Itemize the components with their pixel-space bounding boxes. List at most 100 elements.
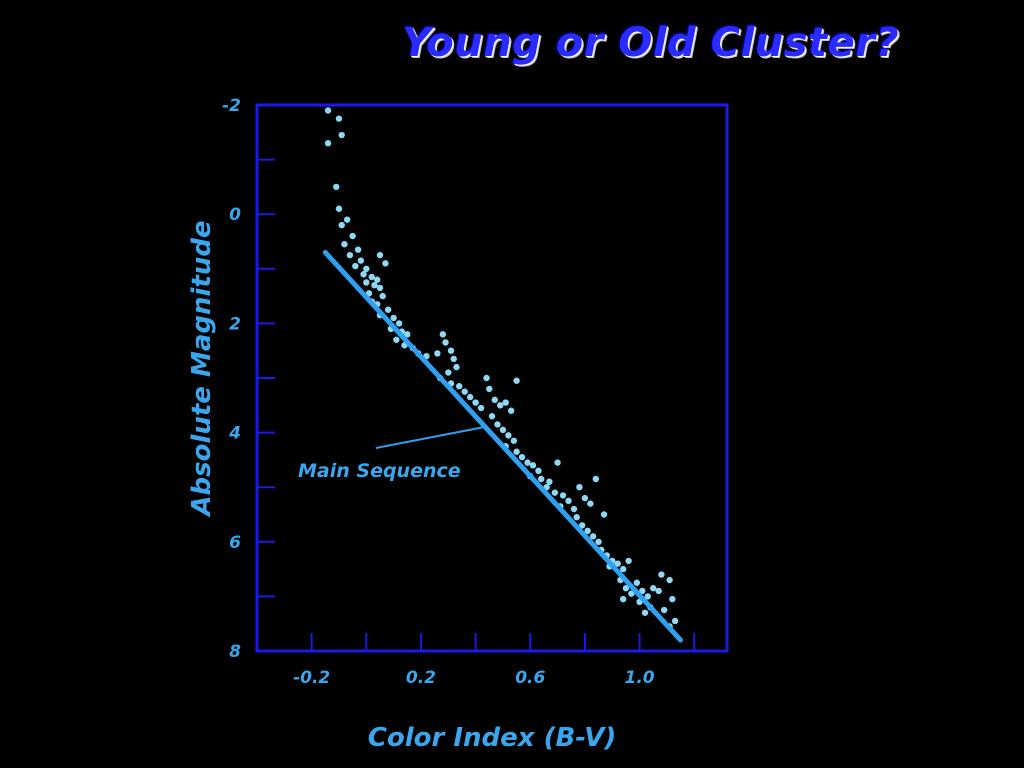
y-tick-label: 6 [229,533,241,553]
data-point [461,388,468,395]
data-point [335,115,343,122]
data-point [379,292,386,300]
data-point [502,399,509,406]
data-point [368,273,375,281]
data-point [644,593,651,600]
data-point [333,183,340,191]
data-point [669,595,676,603]
data-point [335,205,343,212]
data-point [363,265,370,272]
data-point [382,260,389,267]
data-point [573,514,580,521]
data-point [456,382,463,390]
data-point [633,579,641,586]
data-point [551,489,559,496]
data-point [578,522,586,529]
data-point [565,497,572,505]
data-point [660,606,668,614]
data-point [341,241,348,248]
data-point [619,565,627,573]
y-tick-label: 4 [228,424,241,444]
data-point [650,585,657,592]
data-point [374,276,381,283]
data-point [554,459,561,466]
data-point [491,396,498,404]
x-tick-label: 1.0 [624,668,654,688]
data-point [524,459,531,466]
data-point [529,462,537,469]
chart-title: Young or Old Cluster? [402,20,900,66]
main-sequence-layer [322,249,684,643]
main-sequence-leader-line [375,425,486,449]
data-point [352,262,359,270]
data-point [343,216,351,223]
y-tick-label: 2 [229,314,241,334]
data-point [338,131,345,139]
data-point [614,560,621,567]
x-tick-label: -0.2 [293,668,330,688]
x-tick-label: 0.6 [515,668,545,688]
data-point [619,595,627,603]
data-point [505,432,512,439]
data-point [393,336,400,343]
data-point [641,609,649,616]
data-point [338,221,345,229]
y-tick-label: -2 [222,96,241,116]
data-point [445,369,452,376]
y-tick-label: 8 [229,642,241,662]
data-point [472,399,479,406]
main-sequence-label: Main Sequence [298,460,461,482]
data-point [346,251,354,259]
data-point [324,107,332,114]
data-point [453,363,460,371]
data-point [595,538,602,545]
data-point [488,413,496,420]
y-tick-label: 0 [229,205,241,225]
data-point [581,494,589,502]
data-point [376,284,384,292]
data-point [450,355,457,363]
data-point [576,484,583,491]
tick-labels: -2 0 2 4 6 8 -0.2 0.2 0.6 1.0 [222,96,655,688]
data-point [559,492,567,499]
data-point [384,306,392,313]
data-point [507,407,515,414]
data-point [510,437,518,444]
data-point [466,393,474,401]
y-axis-title: Absolute Magnitude [187,220,217,517]
data-point [655,587,662,595]
data-points [324,107,679,630]
data-point [494,421,501,428]
data-point [587,500,594,507]
data-point [371,281,378,289]
data-point [639,587,646,595]
data-point [434,350,441,357]
data-point [483,374,490,382]
data-point [584,527,591,535]
data-point [592,475,600,483]
data-point [395,320,403,327]
data-point [442,339,449,346]
data-point [671,617,679,625]
data-point [486,385,493,393]
data-point [589,533,597,540]
data-point [666,576,673,584]
x-axis-title: Color Index (B-V) [368,723,616,753]
data-point [518,453,526,461]
data-point [404,331,411,338]
data-point [546,478,553,485]
data-point [499,426,507,434]
data-point [625,557,632,565]
data-point [360,271,367,278]
data-point [349,232,356,240]
data-point [600,511,608,518]
data-point [357,257,365,264]
main-sequence-line [322,249,684,643]
data-point [376,251,384,259]
data-point [390,314,397,322]
data-point [439,331,447,338]
data-point [324,140,332,147]
data-point [513,448,520,455]
data-point [477,404,485,412]
